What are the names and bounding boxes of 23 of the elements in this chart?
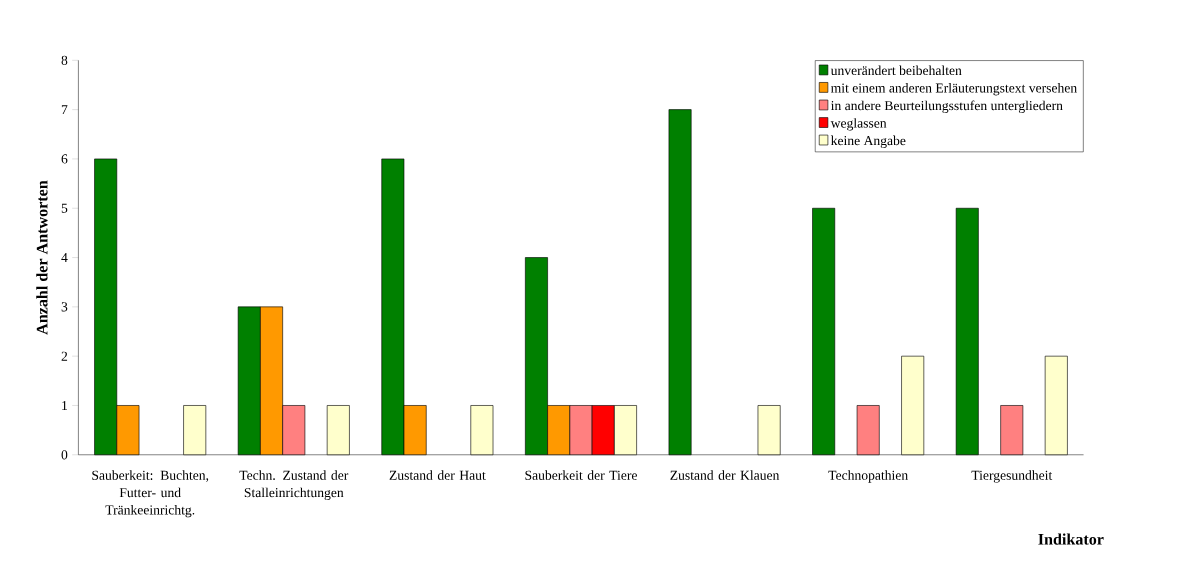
y-axis-title: Anzahl der Antworten bbox=[36, 180, 48, 335]
y-tick-label: 2 bbox=[61, 351, 68, 361]
x-tick-label: Tiergesundheit bbox=[971, 470, 1053, 483]
x-tick-label: Zustand der Haut bbox=[389, 470, 486, 481]
y-tick-label: 3 bbox=[61, 302, 68, 312]
y-tick-label: 8 bbox=[61, 55, 68, 66]
legend-label: unverändert beibehalten bbox=[830, 65, 962, 76]
y-tick-label: 6 bbox=[61, 154, 68, 164]
legend-label: weglassen bbox=[830, 118, 887, 131]
legend-label: keine Angabe bbox=[830, 135, 906, 149]
x-tick-label: Techn. Zustand der Stalleinrichtungen bbox=[239, 470, 349, 501]
x-tick-label: Sauberkeit: Buchten, Futter- und Tränkeeinrichtg. bbox=[92, 470, 209, 518]
y-tick-label: 7 bbox=[61, 105, 68, 115]
x-axis-title: Indikator bbox=[1038, 533, 1104, 545]
legend-label: in andere Beurteilungsstufen untergliedern bbox=[830, 100, 1063, 114]
legend-label: mit einem anderen Erläuterungstext versehen bbox=[830, 83, 1077, 96]
x-tick-label: Sauberkeit der Tiere bbox=[525, 470, 637, 481]
y-tick-label: 0 bbox=[61, 450, 68, 460]
x-tick-label: Zustand der Klauen bbox=[670, 470, 780, 481]
x-tick-label: Technopathien bbox=[828, 470, 908, 483]
y-tick-label: 1 bbox=[62, 401, 67, 411]
y-tick-label: 5 bbox=[61, 203, 68, 213]
y-tick-label: 4 bbox=[61, 253, 68, 263]
